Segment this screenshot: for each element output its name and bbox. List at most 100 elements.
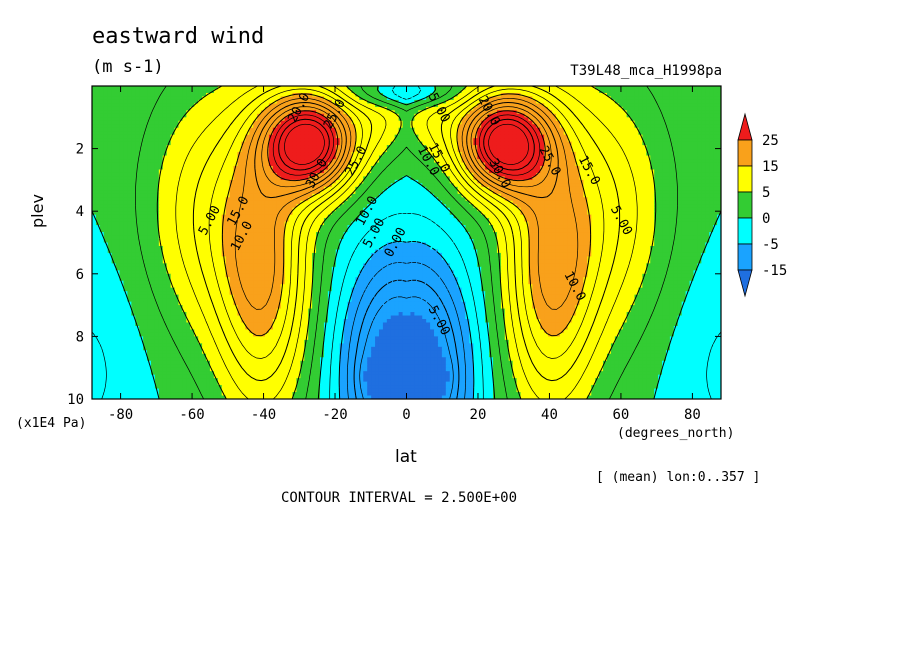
contour-cell: [406, 92, 412, 98]
contour-cell: [449, 172, 455, 178]
contour-cell: [174, 131, 180, 136]
contour-cell: [280, 145, 286, 150]
contour-cell: [634, 141, 640, 146]
contour-cell: [272, 148, 278, 153]
contour-cell: [166, 113, 172, 118]
contour-cell: [685, 89, 691, 94]
contour-cell: [402, 110, 408, 115]
contour-cell: [587, 165, 592, 171]
contour-cell: [213, 120, 219, 125]
contour-cell: [261, 186, 266, 191]
contour-cell: [701, 99, 706, 104]
contour-cell: [375, 131, 380, 136]
contour-cell: [375, 165, 380, 171]
contour-cell: [630, 106, 636, 111]
contour-cell: [186, 134, 191, 139]
contour-cell: [300, 148, 305, 153]
contour-cell: [430, 186, 435, 191]
contour-cell: [131, 172, 136, 178]
contour-cell: [221, 86, 227, 91]
contour-cell: [642, 179, 647, 184]
contour-cell: [449, 89, 455, 94]
contour-cell: [717, 103, 721, 108]
contour-cell: [221, 162, 227, 167]
contour-cell: [642, 106, 647, 111]
contour-cell: [355, 165, 360, 171]
contour-cell: [496, 148, 502, 153]
contour-cell: [139, 103, 144, 108]
contour-cell: [516, 96, 522, 101]
contour-cell: [595, 190, 600, 195]
contour-cell: [402, 159, 408, 164]
contour-cell: [705, 145, 710, 150]
contour-cell: [520, 169, 526, 174]
contour-cell: [284, 172, 290, 178]
contour-cell: [166, 134, 172, 139]
contour-cell: [276, 155, 282, 160]
contour-cell: [359, 172, 364, 178]
contour-cell: [575, 110, 581, 115]
contour-cell: [190, 127, 195, 132]
contour-cell: [646, 183, 651, 188]
contour-cell: [481, 92, 486, 98]
contour-cell: [481, 120, 486, 125]
contour-cell: [489, 165, 494, 171]
contour-cell: [630, 183, 636, 188]
contour-cell: [481, 131, 486, 136]
contour-cell: [394, 159, 400, 164]
contour-cell: [414, 103, 419, 108]
contour-cell: [587, 176, 592, 181]
contour-cell: [264, 124, 270, 129]
contour-cell: [288, 96, 294, 101]
contour-cell: [394, 92, 400, 98]
contour-cell: [457, 159, 463, 164]
contour-cell: [665, 134, 671, 139]
contour-cell: [567, 110, 573, 115]
contour-cell: [669, 179, 675, 184]
contour-cell: [225, 106, 231, 111]
contour-cell: [689, 179, 695, 184]
contour-cell: [280, 162, 286, 167]
contour-cell: [630, 92, 636, 98]
contour-cell: [351, 127, 356, 132]
contour-cell: [119, 113, 125, 118]
contour-cell: [363, 86, 368, 91]
contour-cell: [575, 127, 581, 132]
contour-cell: [292, 159, 298, 164]
contour-cell: [378, 159, 384, 164]
contour-cell: [194, 162, 199, 167]
contour-cell: [614, 96, 620, 101]
contour-cell: [524, 155, 529, 160]
contour-cell: [606, 155, 612, 160]
contour-cell: [630, 120, 636, 125]
contour-cell: [496, 89, 502, 94]
contour-cell: [162, 117, 168, 122]
contour-cell: [308, 190, 313, 195]
contour-cell: [394, 152, 400, 157]
contour-cell: [567, 86, 573, 91]
contour-cell: [500, 127, 506, 132]
contour-cell: [583, 131, 588, 136]
contour-cell: [540, 186, 545, 191]
contour-cell: [339, 92, 345, 98]
contour-cell: [418, 169, 423, 174]
contour-cell: [131, 186, 136, 191]
contour-cell: [217, 165, 223, 171]
contour-cell: [304, 99, 309, 104]
contour-cell: [355, 120, 360, 125]
contour-cell: [512, 155, 518, 160]
contour-cell: [123, 179, 128, 184]
contour-cell: [127, 179, 132, 184]
contour-cell: [339, 127, 345, 132]
contour-cell: [371, 183, 376, 188]
contour-cell: [170, 152, 176, 157]
contour-cell: [143, 148, 148, 153]
contour-cell: [335, 190, 341, 195]
contour-cell: [143, 190, 148, 195]
contour-cell: [221, 145, 227, 150]
contour-cell: [268, 131, 274, 136]
contour-cell: [603, 145, 608, 150]
contour-cell: [182, 155, 187, 160]
contour-cell: [217, 155, 223, 160]
contour-cell: [135, 106, 140, 111]
